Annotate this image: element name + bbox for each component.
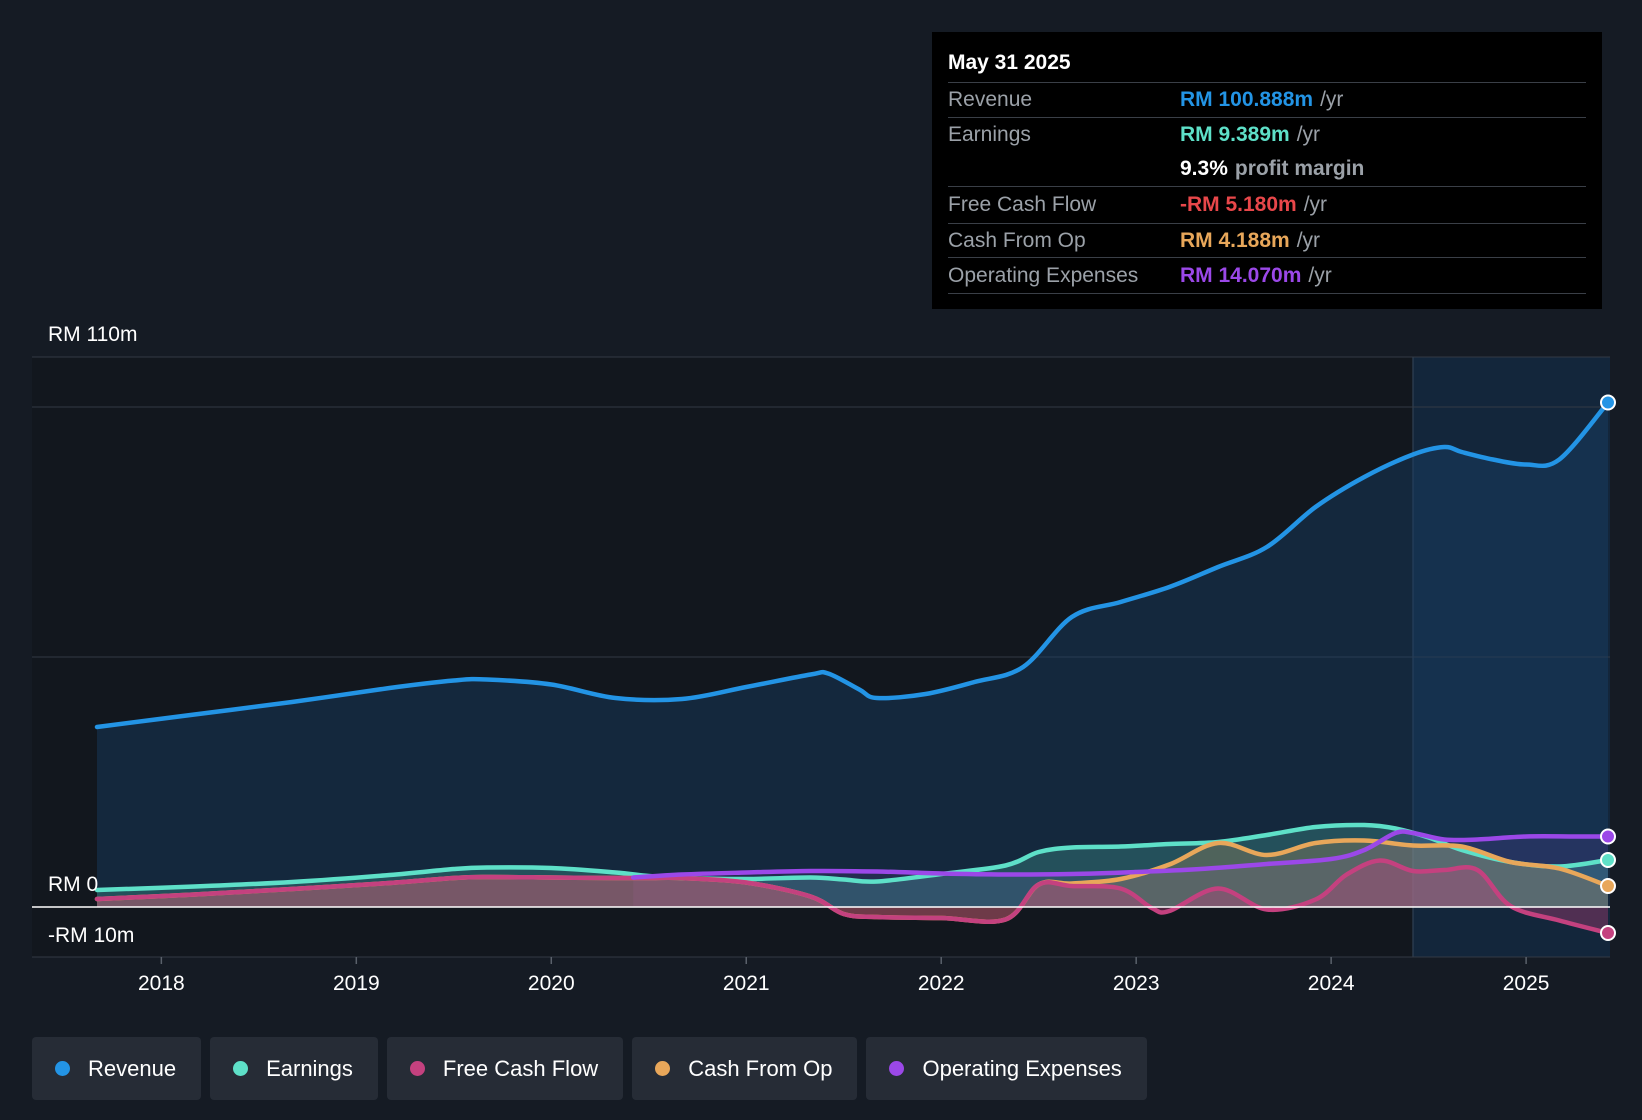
tooltip-bottom-rule xyxy=(948,293,1586,294)
end-marker-free-cash-flow xyxy=(1600,925,1616,941)
area-cash-from-op xyxy=(97,840,1608,922)
legend-item-free-cash-flow[interactable]: Free Cash Flow xyxy=(386,1037,624,1100)
series-end-markers xyxy=(1600,394,1616,941)
legend-item-revenue[interactable]: Revenue xyxy=(32,1037,202,1100)
end-marker-revenue xyxy=(1600,394,1616,411)
x-tick-label: 2022 xyxy=(918,972,965,995)
x-axis-ticks: 2018 2019 2020 2021 2022 2023 2024 2025 xyxy=(138,957,1549,995)
tooltip-row-fcf: Free Cash Flow -RM 5.180m /yr xyxy=(948,186,1586,223)
tooltip-date: May 31 2025 xyxy=(948,51,1071,74)
tooltip-opex-label: Operating Expenses xyxy=(948,263,1139,287)
tooltip-row-margin: 9.3% profit margin xyxy=(948,152,1586,186)
tooltip-fcf-label: Free Cash Flow xyxy=(948,193,1097,216)
operating-expenses-dot-icon xyxy=(889,1061,905,1076)
y-label: RM 110m xyxy=(48,323,137,346)
tooltip-earnings-label: Earnings xyxy=(948,123,1031,146)
tooltip-earnings-unit: /yr xyxy=(1296,123,1321,146)
series-lines xyxy=(94,400,1611,936)
legend: Revenue Earnings Free Cash Flow Cash Fro… xyxy=(32,1037,1147,1100)
end-marker-cash-from-op xyxy=(1600,878,1616,894)
x-tick-label: 2025 xyxy=(1503,972,1550,995)
tooltip-revenue-unit: /yr xyxy=(1320,88,1344,111)
tooltip-fcf-value: -RM 5.180m xyxy=(1180,193,1297,216)
x-tick-label: 2019 xyxy=(333,972,380,995)
tooltip-row-earnings: Earnings RM 9.389m /yr xyxy=(948,117,1586,152)
tooltip-cfo-label: Cash From Op xyxy=(948,228,1086,252)
tooltip-revenue-value: RM 100.888m xyxy=(1180,88,1314,111)
y-axis-labels: RM 110m RM 0 -RM 10m xyxy=(48,323,137,947)
tooltip-row-revenue: Revenue RM 100.888m /yr xyxy=(948,82,1586,117)
tooltip-cfo-unit: /yr xyxy=(1296,228,1321,252)
tooltip-panel: May 31 2025 Revenue RM 100.888m /yr Earn… xyxy=(932,32,1602,309)
y-label: -RM 10m xyxy=(48,924,134,947)
legend-item-cash-from-op[interactable]: Cash From Op xyxy=(632,1037,858,1100)
line-free-cash-flow xyxy=(94,858,1611,936)
tooltip-fcf-unit: /yr xyxy=(1303,193,1328,216)
tooltip-margin-value: 9.3% xyxy=(1180,157,1228,180)
legend-label-free-cash-flow: Free Cash Flow xyxy=(442,1055,599,1081)
legend-label-operating-expenses: Operating Expenses xyxy=(922,1055,1122,1081)
area-revenue xyxy=(97,402,1608,907)
end-marker-operating-expenses xyxy=(1600,828,1616,845)
tooltip-opex-value: RM 14.070m xyxy=(1180,263,1302,287)
x-tick-label: 2021 xyxy=(723,972,770,995)
tooltip-earnings-value: RM 9.389m xyxy=(1180,123,1290,146)
tooltip-opex-unit: /yr xyxy=(1308,263,1332,287)
x-tick-label: 2023 xyxy=(1113,972,1160,995)
line-revenue xyxy=(94,400,1611,730)
tooltip-cfo-value: RM 4.188m xyxy=(1180,228,1290,252)
legend-label-cash-from-op: Cash From Op xyxy=(688,1055,833,1081)
legend-label-revenue: Revenue xyxy=(88,1055,177,1081)
tooltip-revenue-label: Revenue xyxy=(948,88,1033,111)
x-tick-label: 2024 xyxy=(1308,972,1355,995)
legend-label-earnings: Earnings xyxy=(266,1055,353,1081)
revenue-dot-icon xyxy=(55,1061,70,1076)
x-tick-label: 2020 xyxy=(528,972,575,995)
cash-from-op-dot-icon xyxy=(655,1061,671,1076)
free-cash-flow-dot-icon xyxy=(409,1061,425,1076)
legend-item-earnings[interactable]: Earnings xyxy=(210,1037,378,1100)
end-marker-earnings xyxy=(1600,852,1616,868)
x-tick-label: 2018 xyxy=(138,972,185,995)
tooltip-margin-label: profit margin xyxy=(1234,157,1365,180)
y-label: RM 0 xyxy=(48,873,98,896)
legend-item-operating-expenses[interactable]: Operating Expenses xyxy=(866,1037,1147,1100)
tooltip-row-opex: Operating Expenses RM 14.070m /yr xyxy=(948,257,1586,293)
earnings-dot-icon xyxy=(233,1061,249,1076)
tooltip-row-cfo: Cash From Op RM 4.188m /yr xyxy=(948,223,1586,257)
line-operating-expenses xyxy=(630,829,1611,880)
